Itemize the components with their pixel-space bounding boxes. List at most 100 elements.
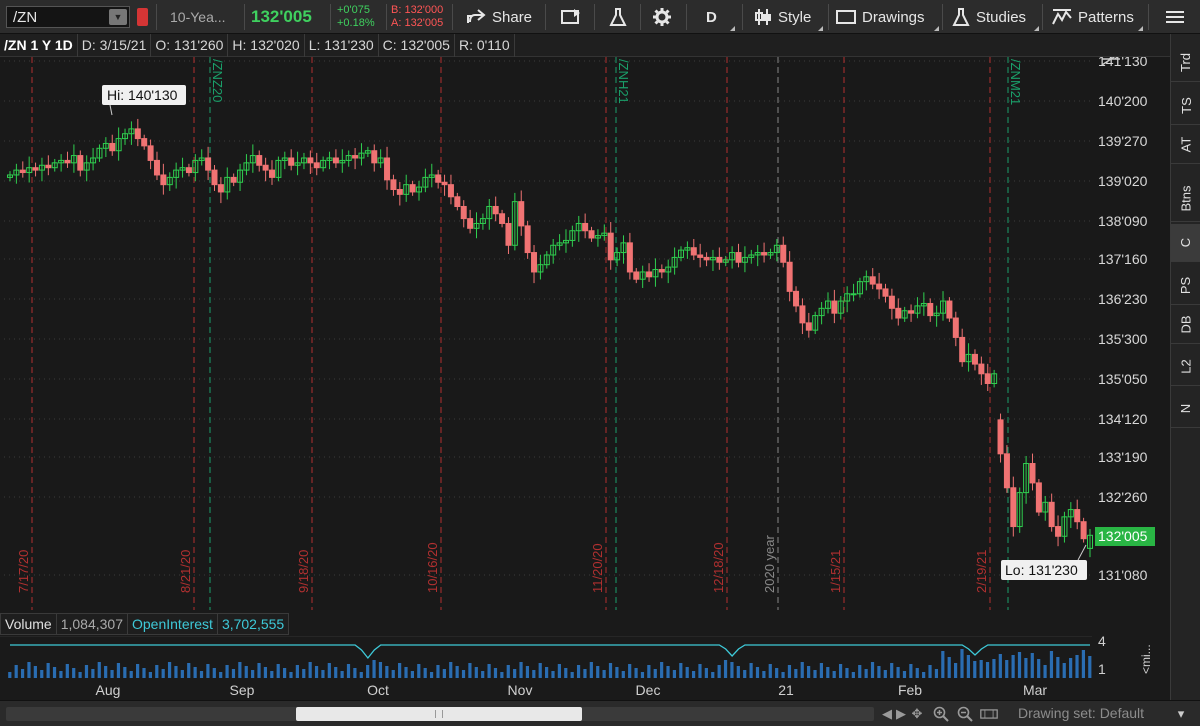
event-date-label: 7/17/20 [16, 550, 31, 593]
candle-up [7, 174, 13, 178]
volume-bar [231, 669, 236, 678]
event-date-label: 8/21/20 [178, 550, 193, 593]
alert-marker-icon[interactable] [137, 8, 148, 26]
zoom-out-icon[interactable] [956, 705, 974, 723]
volume-bar [647, 665, 651, 678]
side-tab-trd[interactable]: Trd [1171, 44, 1200, 82]
patterns-button[interactable]: Patterns [1052, 0, 1144, 34]
volume-bar [257, 663, 261, 678]
side-tab-ts[interactable]: TS [1171, 87, 1200, 125]
price-tick-label: 134'120 [1098, 411, 1148, 427]
side-tab-c[interactable]: C [1171, 224, 1200, 262]
volume-bar [155, 665, 159, 678]
side-tab-label: DB [1178, 315, 1194, 334]
candle-down [371, 150, 378, 164]
candle-up [345, 155, 352, 161]
drawing-set-dropdown-icon[interactable]: ▾ [1177, 706, 1185, 721]
drawing-set-label[interactable]: Drawing set: Default [1018, 705, 1145, 721]
candle-up [620, 242, 627, 254]
studies-label: Studies [976, 8, 1027, 26]
share-button[interactable]: Share [466, 0, 532, 34]
volume-pane[interactable]: 4 1 <mi... [0, 633, 1170, 680]
side-tab-btns[interactable]: Btns [1171, 176, 1200, 222]
candle-down [607, 232, 614, 261]
candle-up [364, 150, 371, 154]
candle-down [888, 295, 895, 309]
studies-button[interactable]: Studies [952, 0, 1040, 34]
volume-bar [289, 672, 293, 678]
net-change: +0'075 [337, 4, 370, 16]
pan-icon[interactable]: ✥ [911, 706, 923, 721]
time-axis[interactable]: Aug Sep Oct Nov Dec 21 Feb Mar [0, 680, 1170, 700]
volume-bar [723, 660, 728, 678]
scroll-track[interactable] [6, 707, 874, 721]
zoom-reset-icon[interactable] [980, 705, 998, 723]
volume-bar [1075, 655, 1079, 678]
candle-down [588, 230, 595, 239]
candle-down [396, 189, 403, 195]
volume-bar [704, 668, 708, 678]
price-tick-label: 132'260 [1098, 489, 1148, 505]
side-tab-l2[interactable]: L2 [1171, 348, 1200, 386]
volume-bar [928, 665, 932, 678]
candle-up [58, 159, 65, 164]
side-tab-n[interactable]: N [1171, 390, 1200, 428]
candle-down [895, 307, 902, 319]
alerts-button[interactable] [558, 0, 584, 34]
open-interest-line [10, 644, 1090, 660]
drawings-button[interactable]: Drawings [836, 0, 940, 34]
menu-button[interactable] [1160, 0, 1190, 34]
aggregation-button[interactable]: D [706, 0, 736, 34]
volume-bar [902, 671, 907, 678]
settings-button[interactable] [650, 0, 674, 34]
volume-bar [180, 670, 184, 678]
lab-button[interactable] [606, 0, 630, 34]
volume-bar [442, 669, 446, 678]
candle-up [300, 157, 307, 164]
candle-up [639, 271, 646, 280]
chart-title: /ZN 1 Y 1D [0, 33, 78, 57]
price-chart[interactable]: 141'130 140'200 139'270 139'020 138'090 137'1… [0, 57, 1170, 610]
scroll-thumb[interactable] [296, 707, 582, 721]
last-price-badge: 132'005 [1095, 527, 1155, 546]
price-chart-svg[interactable]: 141'130140'200139'270139'020138'090137'1… [0, 57, 1170, 610]
side-tab-db[interactable]: DB [1171, 306, 1200, 344]
candle-down [454, 196, 461, 207]
drawing-rect-icon [836, 10, 856, 24]
candle-up [243, 162, 250, 171]
scroll-left-icon[interactable]: ◀ [882, 706, 892, 721]
volume-bar [525, 666, 530, 678]
volume-bar [282, 668, 287, 678]
scroll-right-icon[interactable]: ▶ [896, 706, 906, 721]
candle-up [741, 256, 748, 263]
zoom-in-icon[interactable] [932, 705, 950, 723]
volume-bar [167, 662, 172, 678]
divider [545, 4, 546, 30]
side-tab-at[interactable]: AT [1171, 126, 1200, 164]
candle-down [1010, 487, 1017, 528]
volume-bar [110, 670, 114, 678]
candle-down [441, 181, 448, 186]
volume-bar [787, 665, 792, 678]
event-date-label: 10/16/20 [425, 542, 440, 593]
volume-bar [270, 671, 274, 678]
volume-bar [621, 671, 625, 678]
volume-bar [506, 665, 510, 678]
drawings-label: Drawings [862, 8, 925, 26]
chart-scrollbar: ◀ ▶ ✥ Drawing set: Default ▾ [0, 700, 1200, 726]
volume-bar [461, 670, 466, 678]
share-label: Share [492, 8, 533, 26]
symbol-input[interactable]: /ZN ▼ [6, 6, 130, 28]
style-button[interactable]: Style [754, 0, 824, 34]
volume-bar [634, 668, 638, 678]
symbol-dropdown-icon[interactable]: ▼ [109, 9, 127, 25]
volume-bar [870, 662, 875, 678]
side-tab-ps[interactable]: PS [1171, 267, 1200, 305]
volume-bar [864, 669, 868, 678]
candle-down [256, 155, 263, 166]
month-label: Nov [507, 682, 533, 698]
volume-bar [1005, 660, 1009, 678]
price-tick-label: 139'270 [1098, 133, 1148, 149]
candle-down [697, 254, 704, 258]
volume-bar [896, 667, 900, 678]
